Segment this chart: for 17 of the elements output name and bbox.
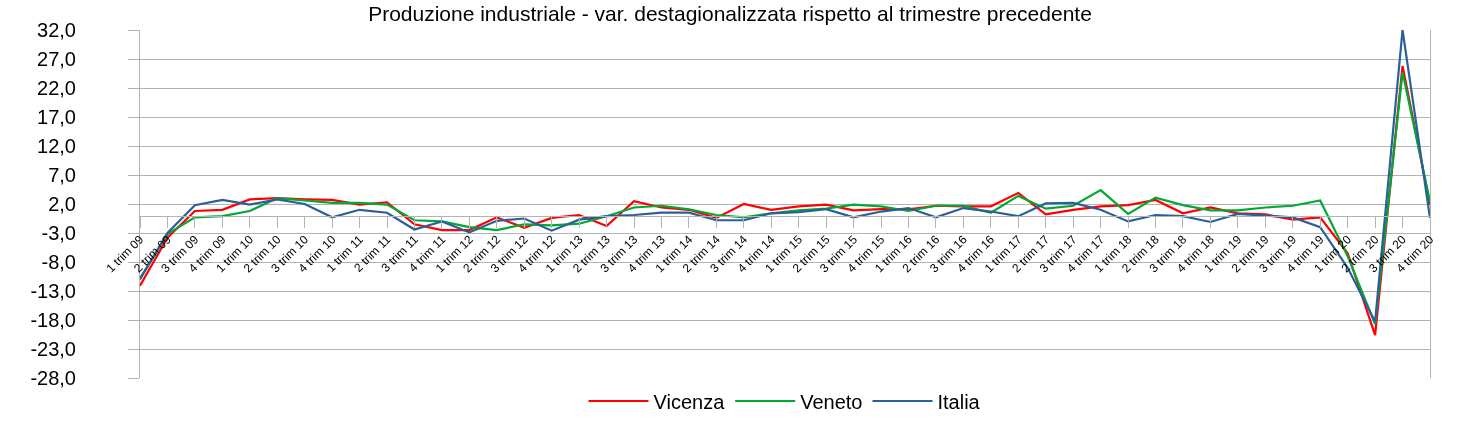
y-tick-label: -18,0 [30, 309, 76, 331]
y-tick-label: -23,0 [30, 338, 76, 360]
y-tick-label: 27,0 [37, 48, 76, 70]
y-tick-label: 2,0 [48, 193, 76, 215]
legend-label: Vicenza [653, 390, 726, 413]
y-tick-label: -28,0 [30, 367, 76, 389]
chart-title: Produzione industriale - var. destagionalizzata rispetto al trimestre precedente [368, 2, 1092, 26]
legend-label: Italia [937, 390, 981, 413]
legend-label: Veneto [800, 390, 863, 413]
y-tick-label: 7,0 [48, 164, 76, 186]
y-tick-label: 32,0 [37, 19, 76, 41]
y-tick-label: 12,0 [37, 135, 76, 157]
y-tick-label: 22,0 [37, 77, 76, 99]
y-tick-label: -3,0 [41, 222, 76, 244]
y-tick-label: -8,0 [41, 251, 76, 273]
y-tick-label: 17,0 [37, 106, 76, 128]
y-tick-label: -13,0 [30, 280, 76, 302]
